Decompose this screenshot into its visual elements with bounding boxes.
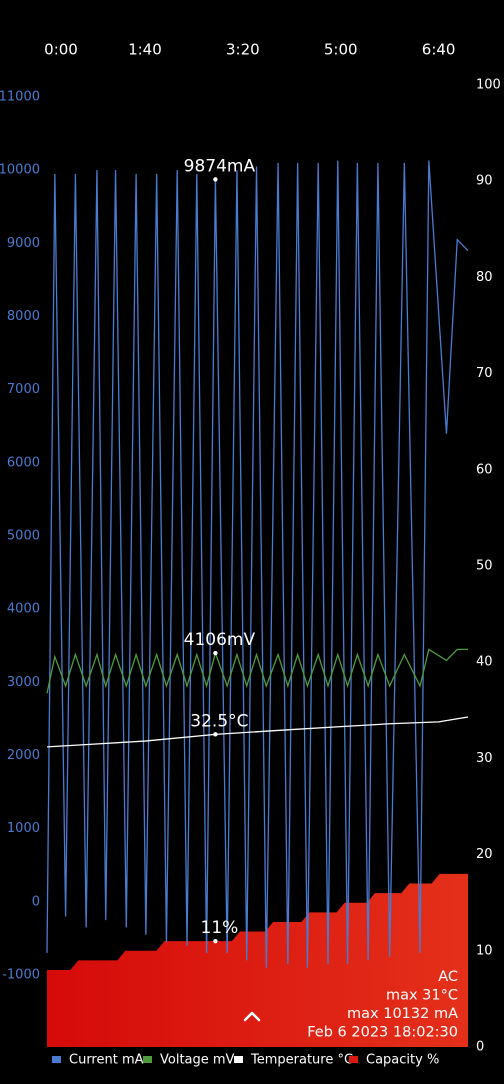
y2-tick-label: 60	[476, 462, 493, 477]
y-tick-label: 11000	[0, 90, 40, 105]
annotation-dot	[213, 938, 218, 944]
annotation-label: 4106mV	[184, 630, 256, 650]
legend-swatch	[234, 1056, 243, 1063]
y2-tick-label: 50	[476, 559, 493, 574]
annotation-label: 9874mA	[184, 156, 256, 176]
y-tick-label: 4000	[7, 602, 40, 617]
y2-tick-label: 70	[476, 366, 493, 381]
y-tick-label: 9000	[7, 236, 40, 251]
info-text: max 10132 mA	[347, 1006, 458, 1022]
annotation-label: 32.5°C	[190, 711, 248, 731]
x-tick-label: 5:00	[324, 41, 358, 59]
y2-tick-label: 20	[476, 847, 493, 862]
capacity-area	[47, 873, 468, 1047]
legend-swatch	[52, 1056, 61, 1063]
info-text: Feb 6 2023 18:02:30	[307, 1025, 458, 1041]
y2-tick-label: 30	[476, 751, 493, 766]
legend-label: Voltage mV	[160, 1053, 235, 1068]
series-line	[46, 648, 468, 694]
y2-tick-label: 90	[476, 174, 493, 189]
y-tick-label: 5000	[7, 529, 40, 544]
legend-label: Current mA	[69, 1053, 144, 1068]
info-text: max 31°C	[386, 988, 458, 1004]
y2-tick-label: 0	[476, 1040, 484, 1055]
annotation-dot	[213, 177, 218, 182]
y2-tick-label: 100	[476, 78, 501, 93]
x-tick-label: 6:40	[422, 41, 456, 59]
y-tick-label: 1000	[7, 821, 40, 836]
annotation-dot	[213, 650, 218, 656]
y-tick-label: 10000	[0, 163, 40, 178]
y-tick-label: 6000	[7, 455, 40, 470]
x-tick-label: 0:00	[44, 41, 78, 59]
legend-swatch	[143, 1056, 152, 1063]
legend-swatch	[349, 1056, 358, 1063]
y-tick-label: 8000	[7, 309, 40, 324]
series-line	[46, 160, 469, 968]
y-tick-label: 3000	[7, 675, 40, 690]
y2-tick-label: 40	[476, 655, 493, 670]
series-line	[46, 716, 469, 748]
y-tick-label: -1000	[2, 968, 40, 983]
expand-button[interactable]	[243, 1011, 261, 1022]
y2-tick-label: 10	[476, 943, 493, 958]
y-tick-label: 2000	[7, 748, 40, 763]
y2-tick-label: 80	[476, 270, 493, 285]
legend-label: Temperature °C	[250, 1053, 353, 1068]
x-tick-label: 1:40	[128, 41, 162, 59]
info-text: AC	[438, 969, 458, 985]
x-tick-label: 3:20	[226, 41, 260, 59]
y-tick-label: 7000	[7, 382, 40, 397]
y-tick-label: 0	[32, 894, 40, 909]
annotation-dot	[213, 732, 218, 737]
legend-label: Capacity %	[366, 1053, 439, 1068]
annotation-label: 11%	[201, 918, 239, 938]
